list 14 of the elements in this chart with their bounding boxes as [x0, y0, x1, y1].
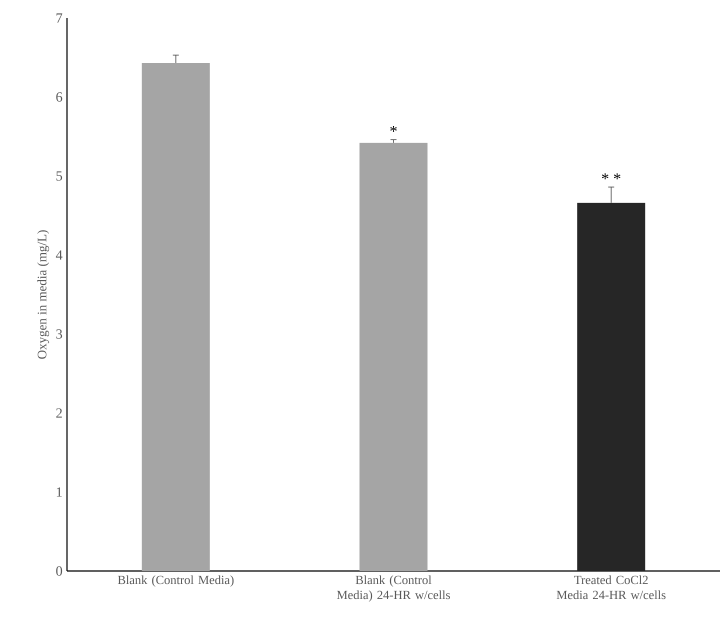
y-tick-label: 6: [56, 92, 62, 102]
y-tick-label: 5: [56, 171, 62, 181]
y-tick-label: 4: [56, 250, 62, 260]
y-tick-label: 2: [56, 408, 62, 418]
y-tick-label: 0: [56, 566, 62, 576]
annotation: *: [390, 126, 397, 132]
x-tick-label: Treated CoCl2 Media 24-HR w/cells: [556, 575, 666, 600]
x-tick-label: Blank (Control Media) 24-HR w/cells: [336, 575, 450, 602]
x-tick-label: Blank (Control Media): [118, 575, 234, 587]
y-tick-label: 3: [56, 329, 62, 339]
y-axis-title: Oxygen in media (mg/L): [37, 230, 50, 359]
y-tick-label: 7: [56, 13, 62, 23]
annotation: * *: [602, 173, 620, 180]
y-tick-label: 1: [56, 487, 62, 497]
